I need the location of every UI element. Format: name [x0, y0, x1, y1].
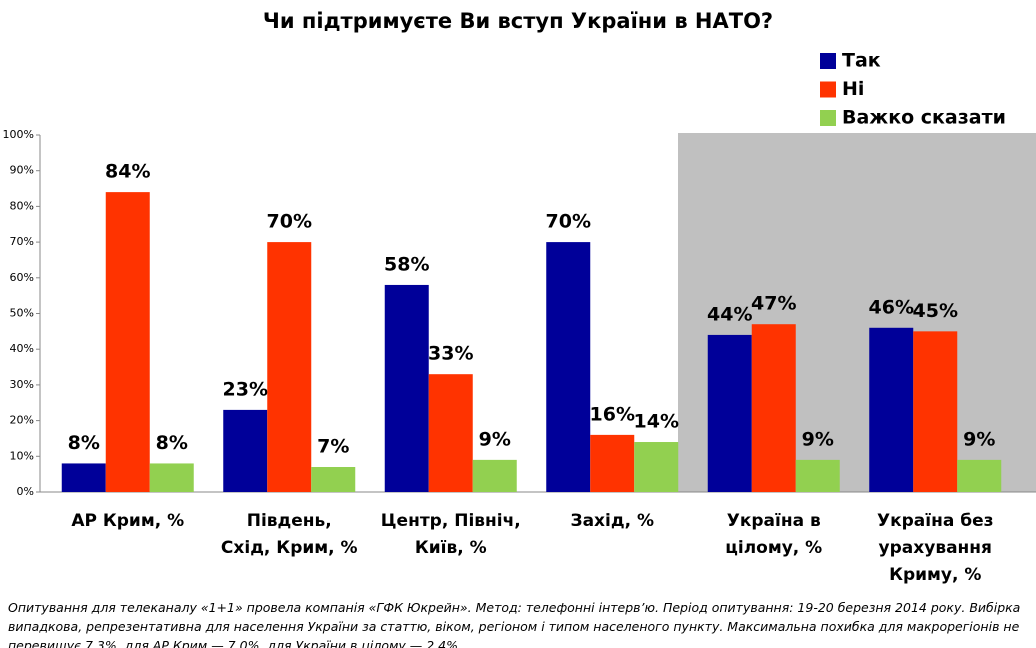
bar: [105, 192, 150, 492]
y-tick-label: 90%: [10, 164, 34, 177]
x-tick-label: Захід, %: [570, 511, 654, 531]
bar: [267, 242, 312, 492]
data-label: 8%: [156, 432, 188, 454]
data-label: 9%: [479, 428, 511, 450]
data-label: 7%: [317, 436, 349, 458]
data-label: 45%: [913, 300, 958, 322]
bar: [957, 459, 1002, 492]
bar: [590, 434, 635, 492]
data-label: 70%: [546, 211, 591, 233]
bar: [751, 324, 796, 492]
y-tick-label: 30%: [10, 378, 34, 391]
data-label: 47%: [751, 293, 796, 315]
data-label: 9%: [963, 428, 995, 450]
y-tick-label: 40%: [10, 342, 34, 355]
bar: [384, 284, 429, 492]
bar: [428, 374, 473, 492]
data-label: 16%: [590, 403, 635, 425]
bar: [634, 442, 679, 492]
y-tick-label: 70%: [10, 235, 34, 248]
data-label: 14%: [634, 411, 679, 433]
x-tick-label: АР Крим, %: [71, 511, 185, 531]
chart-title: Чи підтримуєте Ви вступ України в НАТО?: [263, 9, 773, 33]
y-tick-label: 80%: [10, 199, 34, 212]
data-label: 9%: [802, 428, 834, 450]
legend-swatch: [820, 110, 836, 126]
legend-label: Так: [842, 50, 881, 72]
x-tick-label: Україна в цілому, %: [725, 511, 823, 558]
data-label: 84%: [105, 161, 150, 183]
data-label: 23%: [223, 378, 268, 400]
legend-swatch: [820, 81, 836, 98]
bar: [913, 331, 958, 492]
x-tick-label: Південь, Схід, Крим, %: [220, 511, 358, 558]
bar: [546, 242, 591, 492]
data-label: 33%: [428, 343, 473, 365]
bar: [472, 459, 517, 492]
data-label: 8%: [68, 432, 100, 454]
y-tick-label: 0%: [17, 485, 34, 498]
legend-swatch: [820, 53, 836, 69]
bar: [311, 467, 356, 492]
y-tick-label: 50%: [10, 307, 34, 320]
data-label: 58%: [384, 253, 429, 275]
y-tick-label: 60%: [10, 271, 34, 284]
legend-label: Ні: [842, 78, 864, 100]
data-label: 46%: [869, 296, 914, 318]
data-label: 44%: [707, 303, 752, 325]
data-label: 70%: [267, 211, 312, 233]
y-tick-label: 100%: [3, 128, 34, 141]
bar: [707, 334, 752, 492]
bar: [795, 459, 840, 492]
legend-label: Важко сказати: [842, 107, 1006, 129]
bar: [61, 463, 106, 492]
bar: [223, 409, 268, 492]
y-tick-label: 20%: [10, 414, 34, 427]
x-tick-label: Україна без урахування Криму, %: [876, 511, 994, 585]
x-tick-label: Центр, Північ, Київ, %: [380, 511, 521, 558]
note: Опитування для телеканалу «1+1» провела …: [8, 600, 1021, 648]
bar: [869, 327, 914, 492]
y-tick-label: 10%: [10, 449, 34, 462]
bar: [149, 463, 194, 492]
